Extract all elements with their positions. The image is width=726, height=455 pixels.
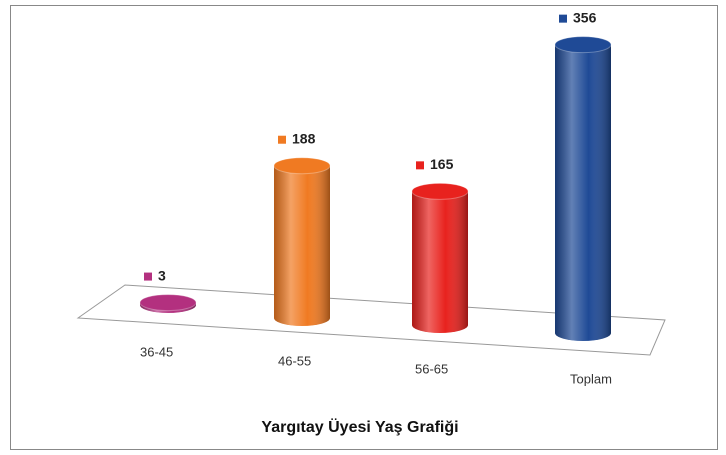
x-tick-label: 46-55 <box>278 353 311 368</box>
bar-shade <box>274 165 330 326</box>
chart-title: Yargıtay Üyesi Yaş Grafiği <box>261 417 458 436</box>
floor <box>76 284 666 356</box>
value-label: 356 <box>573 9 597 25</box>
label-swatch <box>416 161 424 170</box>
x-tick-label: 56-65 <box>415 361 448 376</box>
bar-shade <box>555 44 611 341</box>
bar-top <box>554 36 612 54</box>
bar-shade <box>412 191 468 333</box>
bar-top <box>139 294 197 312</box>
bar-top <box>273 157 331 175</box>
value-label: 165 <box>430 156 454 172</box>
x-tick-label: 36-45 <box>140 344 173 359</box>
x-tick-label: Toplam <box>570 371 612 386</box>
value-label: 3 <box>158 267 166 283</box>
value-label: 188 <box>292 130 316 146</box>
label-swatch <box>559 14 567 23</box>
bar-top <box>411 182 469 200</box>
label-swatch <box>144 272 152 281</box>
label-swatch <box>278 135 286 144</box>
